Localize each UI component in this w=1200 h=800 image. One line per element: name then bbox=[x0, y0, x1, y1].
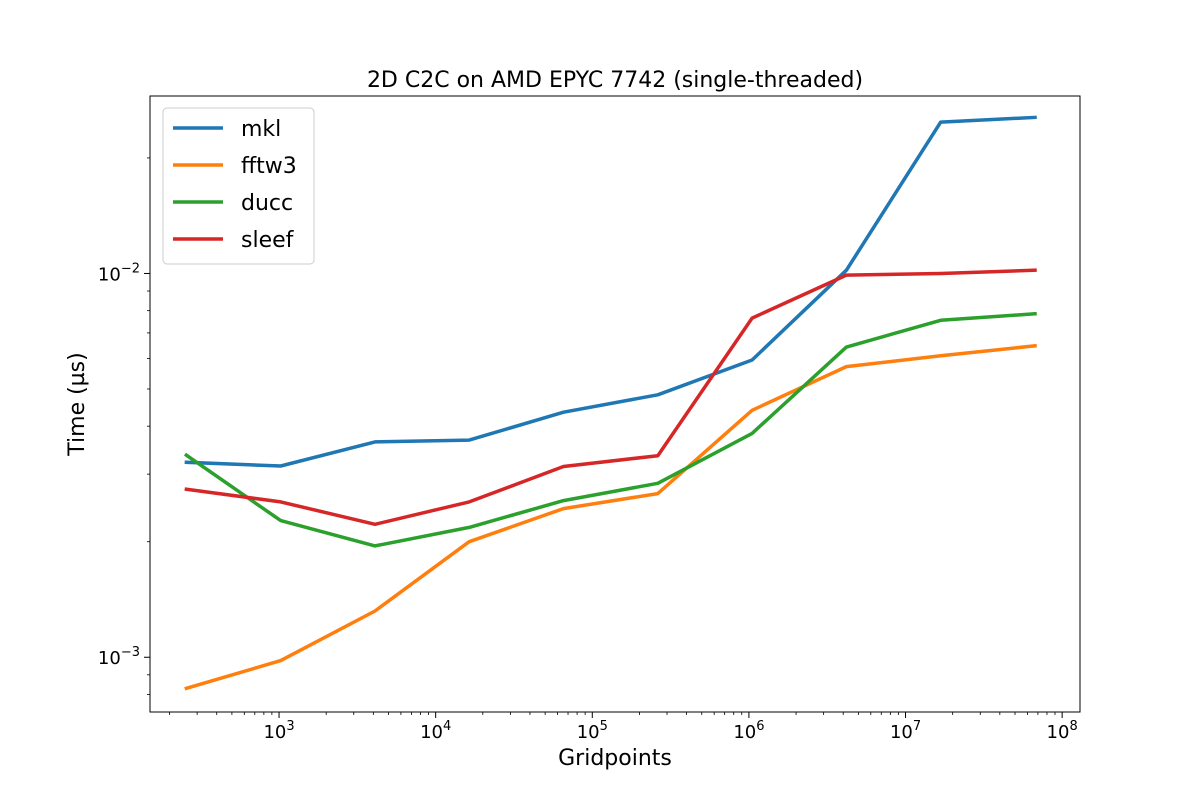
series-line-fftw3 bbox=[184, 343, 1037, 691]
legend-box bbox=[162, 107, 315, 265]
y-axis-label: Time (µs) bbox=[65, 352, 90, 456]
x-tick-label: 105 bbox=[577, 719, 608, 743]
legend-label-ducc: ducc bbox=[241, 191, 293, 216]
y-tick-label: 10−3 bbox=[98, 645, 140, 669]
x-tick-label: 107 bbox=[890, 719, 921, 743]
legend: mkl fftw3 ducc sleef bbox=[162, 107, 315, 265]
x-tick-label: 108 bbox=[1047, 719, 1078, 743]
series-line-mkl bbox=[184, 115, 1037, 468]
x-axis-label: Gridpoints bbox=[558, 746, 672, 771]
x-tick-label: 106 bbox=[733, 719, 764, 743]
legend-label-fftw3: fftw3 bbox=[241, 154, 297, 179]
legend-label-mkl: mkl bbox=[241, 117, 281, 142]
y-tick-label: 10−2 bbox=[98, 261, 140, 285]
legend-label-sleef: sleef bbox=[241, 228, 295, 253]
axes-frame bbox=[149, 95, 1081, 713]
x-tick-label: 104 bbox=[420, 719, 451, 743]
series-line-ducc bbox=[183, 311, 1037, 548]
plot-area: 103 104 105 106 107 108 10−3 10−2 bbox=[98, 95, 1081, 743]
series-line-sleef bbox=[184, 268, 1037, 527]
chart-title: 2D C2C on AMD EPYC 7742 (single-threaded… bbox=[367, 68, 863, 93]
x-tick-label: 103 bbox=[263, 719, 294, 743]
